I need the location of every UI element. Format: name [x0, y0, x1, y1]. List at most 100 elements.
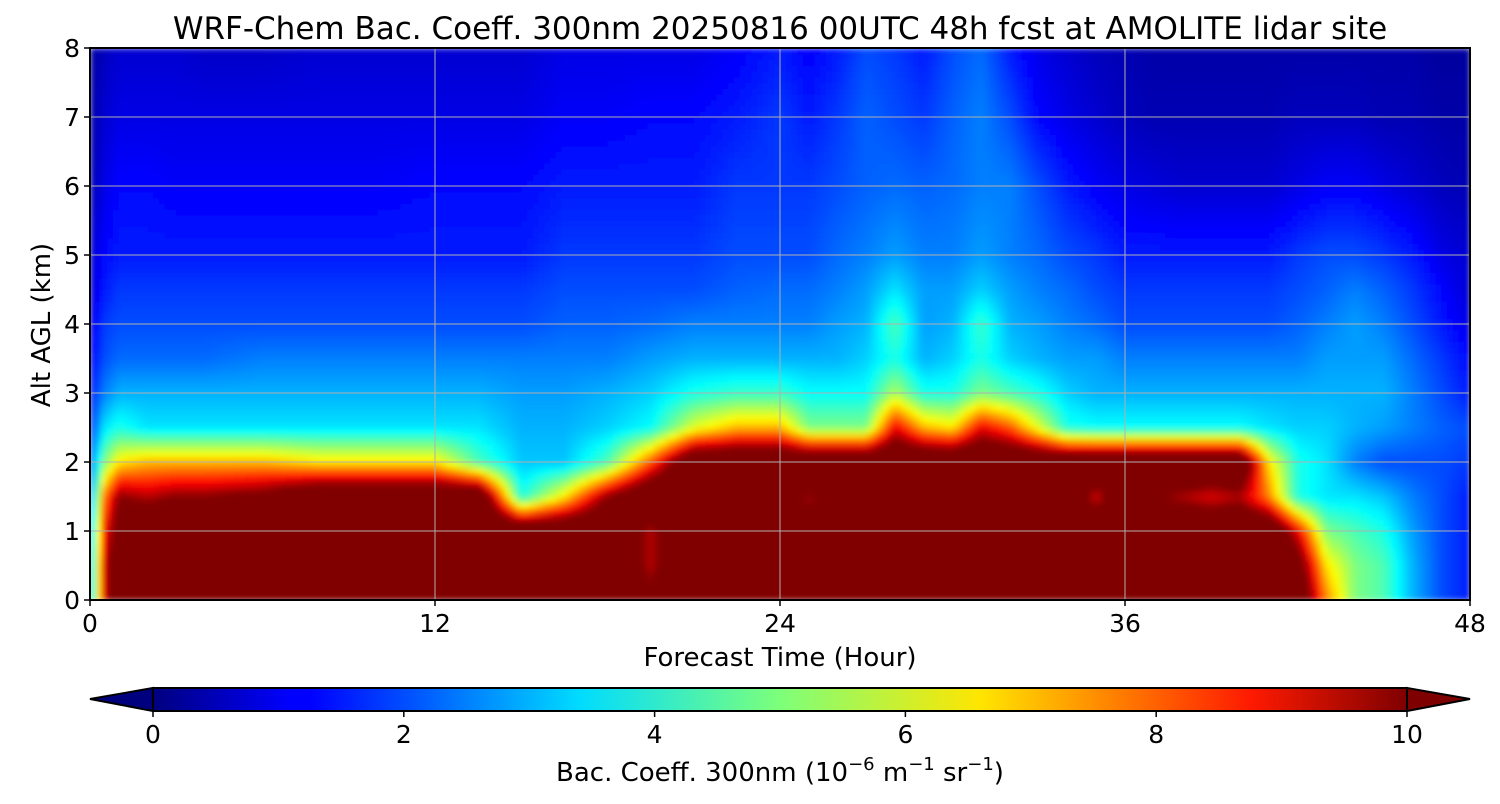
heatmap-cell — [785, 508, 793, 515]
heatmap-cell — [360, 490, 367, 498]
heatmap-cell — [659, 513, 666, 521]
heatmap-cell — [1245, 548, 1253, 555]
heatmap-cell — [1245, 594, 1253, 600]
heatmap-cell — [941, 588, 948, 595]
heatmap-cell — [429, 531, 436, 538]
heatmap-cell — [791, 508, 798, 515]
heatmap-cell — [251, 594, 258, 600]
heatmap-cell — [176, 548, 183, 555]
heatmap-cell — [1130, 542, 1138, 549]
heatmap-cell — [1240, 485, 1247, 492]
heatmap-cell — [843, 485, 850, 492]
heatmap-cell — [918, 508, 925, 515]
heatmap-cell — [141, 542, 149, 549]
heatmap-cell — [941, 548, 948, 555]
heatmap-cell — [360, 594, 367, 600]
heatmap-cell — [596, 554, 603, 561]
heatmap-cell — [1234, 519, 1241, 526]
heatmap-cell — [176, 582, 183, 590]
heatmap-cell — [1061, 525, 1069, 532]
heatmap-cell — [124, 594, 131, 600]
heatmap-cell — [837, 548, 844, 555]
heatmap-cell — [1401, 490, 1408, 498]
heatmap-cell — [987, 588, 994, 595]
heatmap-cell — [814, 508, 821, 515]
heatmap-cell — [164, 519, 172, 526]
heatmap-cell — [1228, 496, 1235, 503]
heatmap-cell — [906, 542, 913, 549]
heatmap-cell — [354, 502, 361, 509]
heatmap-cell — [573, 490, 580, 498]
heatmap-cell — [883, 536, 890, 544]
heatmap-cell — [1383, 571, 1391, 578]
heatmap-cell — [803, 502, 810, 509]
heatmap-cell — [297, 559, 304, 567]
heatmap-cell — [1033, 559, 1040, 567]
heatmap-cell — [665, 531, 672, 538]
heatmap-cell — [101, 502, 108, 509]
heatmap-cell — [1366, 496, 1373, 503]
heatmap-cell — [688, 525, 695, 532]
heatmap-cell — [1412, 513, 1419, 521]
heatmap-cell — [952, 496, 959, 503]
heatmap-cell — [245, 536, 252, 544]
heatmap-cell — [693, 490, 701, 498]
heatmap-cell — [555, 588, 563, 595]
heatmap-cell — [1435, 536, 1442, 544]
heatmap-cell — [1142, 542, 1149, 549]
heatmap-cell — [170, 519, 177, 526]
heatmap-cell — [820, 508, 827, 515]
heatmap-cell — [343, 536, 350, 544]
heatmap-cell — [1447, 536, 1454, 544]
heatmap-cell — [889, 513, 896, 521]
heatmap-cell — [803, 531, 810, 538]
heatmap-cell — [716, 542, 724, 549]
heatmap-cell — [1372, 559, 1379, 567]
heatmap-cell — [1073, 571, 1080, 578]
heatmap-cell — [90, 582, 97, 590]
heatmap-cell — [1464, 548, 1470, 555]
heatmap-cell — [1297, 502, 1304, 509]
heatmap-cell — [1194, 508, 1201, 515]
heatmap-cell — [394, 548, 402, 555]
heatmap-cell — [682, 485, 689, 492]
heatmap-cell — [297, 519, 304, 526]
heatmap-cell — [1372, 582, 1379, 590]
heatmap-cell — [1159, 496, 1166, 503]
heatmap-cell — [785, 577, 793, 584]
heatmap-cell — [1274, 490, 1281, 498]
heatmap-cell — [1061, 548, 1069, 555]
heatmap-cell — [642, 554, 649, 561]
heatmap-cell — [699, 577, 706, 584]
heatmap-cell — [676, 548, 683, 555]
heatmap-cell — [808, 571, 816, 578]
heatmap-cell — [1257, 536, 1264, 544]
heatmap-cell — [1044, 525, 1051, 532]
heatmap-cell — [1171, 582, 1178, 590]
heatmap-cell — [331, 559, 338, 567]
heatmap-cell — [831, 525, 839, 532]
heatmap-cell — [1337, 571, 1345, 578]
heatmap-cell — [716, 554, 724, 561]
heatmap-cell — [153, 496, 160, 503]
heatmap-cell — [1447, 531, 1454, 538]
heatmap-cell — [682, 594, 689, 600]
heatmap-cell — [291, 531, 298, 538]
heatmap-cell — [601, 582, 609, 590]
heatmap-cell — [285, 502, 292, 509]
heatmap-cell — [170, 542, 177, 549]
heatmap-cell — [1429, 594, 1437, 600]
heatmap-cell — [279, 513, 287, 521]
heatmap-cell — [1337, 554, 1345, 561]
heatmap-cell — [498, 519, 505, 526]
heatmap-cell — [113, 588, 120, 595]
heatmap-cell — [734, 565, 741, 572]
heatmap-cell — [245, 479, 252, 486]
heatmap-cell — [210, 508, 218, 515]
heatmap-cell — [544, 542, 551, 549]
heatmap-cell — [946, 513, 954, 521]
heatmap-cell — [624, 536, 632, 544]
heatmap-cell — [1096, 542, 1103, 549]
heatmap-cell — [992, 496, 1000, 503]
heatmap-cell — [722, 536, 729, 544]
